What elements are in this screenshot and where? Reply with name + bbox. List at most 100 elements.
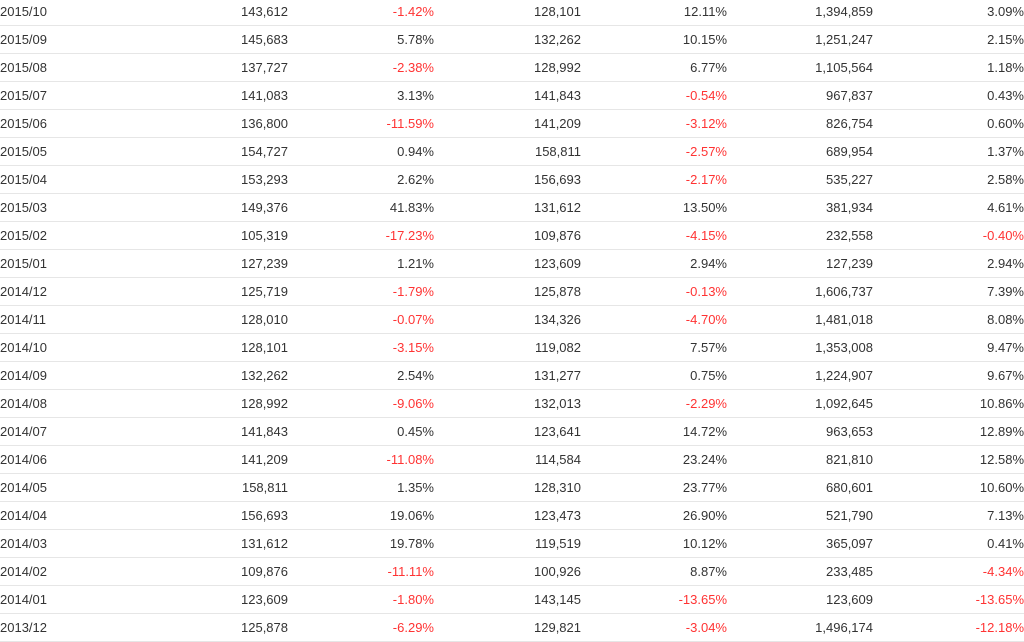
- value-1-cell: 141,843: [160, 417, 288, 446]
- change-2-cell: 14.72%: [581, 417, 727, 446]
- value-2-cell: 141,209: [434, 109, 581, 138]
- change-3-cell: -4.34%: [873, 557, 1024, 586]
- month-cell: 2015/01: [0, 249, 160, 278]
- change-1-cell: -1.80%: [288, 585, 434, 614]
- change-2-cell: 26.90%: [581, 501, 727, 530]
- month-cell: 2014/12: [0, 277, 160, 306]
- value-2-cell: 100,926: [434, 557, 581, 586]
- change-2-cell: -13.65%: [581, 585, 727, 614]
- value-2-cell: 123,641: [434, 417, 581, 446]
- month-cell: 2014/07: [0, 417, 160, 446]
- table-row: 2015/01 127,239 1.21% 123,609 2.94% 127,239 2.…: [0, 249, 1024, 278]
- table-row: 2015/03 149,376 41.83% 131,612 13.50% 381,934…: [0, 193, 1024, 222]
- change-3-cell: 12.58%: [873, 445, 1024, 474]
- value-1-cell: 131,612: [160, 529, 288, 558]
- month-cell: 2014/09: [0, 361, 160, 390]
- month-cell: 2015/08: [0, 53, 160, 82]
- change-3-cell: 8.08%: [873, 305, 1024, 334]
- table-row: 2014/10 128,101 -3.15% 119,082 7.57% 1,353,00…: [0, 333, 1024, 362]
- change-2-cell: 2.94%: [581, 249, 727, 278]
- change-3-cell: -12.18%: [873, 613, 1024, 642]
- value-3-cell: 1,353,008: [727, 333, 873, 362]
- value-2-cell: 114,584: [434, 445, 581, 474]
- value-3-cell: 1,496,174: [727, 613, 873, 642]
- change-3-cell: 2.94%: [873, 249, 1024, 278]
- change-1-cell: 41.83%: [288, 193, 434, 222]
- change-3-cell: 12.89%: [873, 417, 1024, 446]
- change-1-cell: 0.94%: [288, 137, 434, 166]
- change-2-cell: -0.54%: [581, 81, 727, 110]
- table-row: 2015/06 136,800 -11.59% 141,209 -3.12% 826,75…: [0, 109, 1024, 138]
- change-1-cell: -1.42%: [288, 0, 434, 26]
- value-3-cell: 521,790: [727, 501, 873, 530]
- value-2-cell: 132,013: [434, 389, 581, 418]
- change-1-cell: -17.23%: [288, 221, 434, 250]
- change-1-cell: 3.13%: [288, 81, 434, 110]
- value-3-cell: 1,224,907: [727, 361, 873, 390]
- table-row: 2014/01 123,609 -1.80% 143,145 -13.65% 123,60…: [0, 585, 1024, 614]
- change-3-cell: 7.13%: [873, 501, 1024, 530]
- value-3-cell: 689,954: [727, 137, 873, 166]
- table-row: 2014/06 141,209 -11.08% 114,584 23.24% 821,81…: [0, 445, 1024, 474]
- value-2-cell: 123,473: [434, 501, 581, 530]
- value-2-cell: 134,326: [434, 305, 581, 334]
- change-3-cell: 0.60%: [873, 109, 1024, 138]
- value-1-cell: 158,811: [160, 473, 288, 502]
- change-1-cell: -11.11%: [288, 557, 434, 586]
- value-1-cell: 154,727: [160, 137, 288, 166]
- value-2-cell: 158,811: [434, 137, 581, 166]
- change-3-cell: 10.86%: [873, 389, 1024, 418]
- value-3-cell: 963,653: [727, 417, 873, 446]
- value-1-cell: 125,719: [160, 277, 288, 306]
- change-2-cell: 23.24%: [581, 445, 727, 474]
- table-row: 2014/05 158,811 1.35% 128,310 23.77% 680,601 1…: [0, 473, 1024, 502]
- change-1-cell: 5.78%: [288, 25, 434, 54]
- table-row: 2014/08 128,992 -9.06% 132,013 -2.29% 1,092,6…: [0, 389, 1024, 418]
- table-row: 2014/03 131,612 19.78% 119,519 10.12% 365,097…: [0, 529, 1024, 558]
- change-1-cell: 1.21%: [288, 249, 434, 278]
- table-row: 2015/07 141,083 3.13% 141,843 -0.54% 967,837 0…: [0, 81, 1024, 110]
- change-3-cell: 3.09%: [873, 0, 1024, 26]
- value-2-cell: 131,277: [434, 361, 581, 390]
- change-3-cell: 10.60%: [873, 473, 1024, 502]
- change-3-cell: 1.37%: [873, 137, 1024, 166]
- table-row: 2015/05 154,727 0.94% 158,811 -2.57% 689,954 1…: [0, 137, 1024, 166]
- change-3-cell: 1.18%: [873, 53, 1024, 82]
- change-1-cell: -9.06%: [288, 389, 434, 418]
- value-1-cell: 123,609: [160, 585, 288, 614]
- change-3-cell: 7.39%: [873, 277, 1024, 306]
- value-2-cell: 109,876: [434, 221, 581, 250]
- month-cell: 2015/03: [0, 193, 160, 222]
- month-cell: 2015/05: [0, 137, 160, 166]
- change-1-cell: 19.06%: [288, 501, 434, 530]
- value-1-cell: 132,262: [160, 361, 288, 390]
- change-2-cell: -2.17%: [581, 165, 727, 194]
- change-2-cell: 10.15%: [581, 25, 727, 54]
- table-row: 2014/07 141,843 0.45% 123,641 14.72% 963,653 1…: [0, 417, 1024, 446]
- value-1-cell: 145,683: [160, 25, 288, 54]
- table-row: 2014/04 156,693 19.06% 123,473 26.90% 521,790…: [0, 501, 1024, 530]
- table-row: 2014/11 128,010 -0.07% 134,326 -4.70% 1,481,0…: [0, 305, 1024, 334]
- value-2-cell: 141,843: [434, 81, 581, 110]
- month-cell: 2015/10: [0, 0, 160, 26]
- table-row: 2014/09 132,262 2.54% 131,277 0.75% 1,224,907…: [0, 361, 1024, 390]
- change-1-cell: -2.38%: [288, 53, 434, 82]
- change-2-cell: -4.70%: [581, 305, 727, 334]
- table-row: 2015/09 145,683 5.78% 132,262 10.15% 1,251,24…: [0, 25, 1024, 54]
- value-3-cell: 535,227: [727, 165, 873, 194]
- table-row: 2014/12 125,719 -1.79% 125,878 -0.13% 1,606,7…: [0, 277, 1024, 306]
- change-3-cell: 0.43%: [873, 81, 1024, 110]
- month-cell: 2014/04: [0, 501, 160, 530]
- month-cell: 2015/07: [0, 81, 160, 110]
- month-cell: 2015/09: [0, 25, 160, 54]
- change-2-cell: 7.57%: [581, 333, 727, 362]
- change-2-cell: 0.75%: [581, 361, 727, 390]
- value-2-cell: 143,145: [434, 585, 581, 614]
- value-3-cell: 680,601: [727, 473, 873, 502]
- value-3-cell: 826,754: [727, 109, 873, 138]
- change-2-cell: 6.77%: [581, 53, 727, 82]
- value-3-cell: 365,097: [727, 529, 873, 558]
- change-2-cell: -2.29%: [581, 389, 727, 418]
- value-1-cell: 125,878: [160, 613, 288, 642]
- change-2-cell: -4.15%: [581, 221, 727, 250]
